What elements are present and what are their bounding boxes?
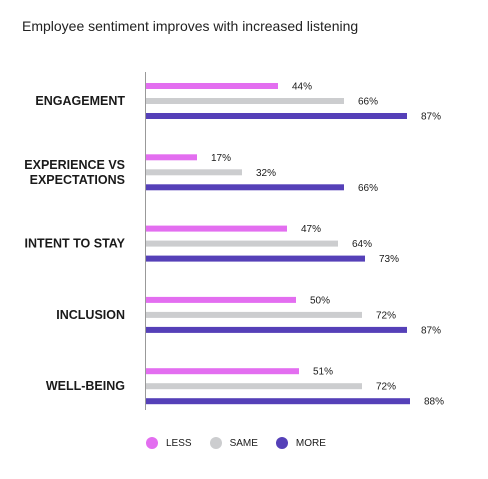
- bar-more: [146, 326, 407, 333]
- bar-more: [146, 255, 365, 262]
- bar-same: [146, 98, 344, 104]
- value-label: 44%: [292, 82, 312, 93]
- legend: LESS SAME MORE: [146, 437, 326, 449]
- value-label: 17%: [211, 153, 231, 164]
- category-label: INCLUSION: [56, 308, 125, 322]
- bar-less: [146, 368, 299, 375]
- value-label: 72%: [376, 310, 396, 321]
- category-label: INTENT TO STAY: [25, 237, 126, 251]
- category-label: ENGAGEMENT: [35, 94, 125, 108]
- bar-less: [146, 83, 278, 89]
- bar-less: [146, 225, 287, 232]
- value-label: 47%: [301, 224, 321, 235]
- value-label: 32%: [256, 168, 276, 179]
- bar-more: [146, 113, 407, 119]
- value-label: 88%: [424, 397, 444, 408]
- bar-more: [146, 398, 410, 405]
- bar-same: [146, 240, 338, 247]
- legend-swatch-more: [275, 437, 288, 449]
- legend-item-more: MORE: [275, 437, 326, 449]
- legend-swatch-less: [146, 437, 158, 449]
- value-label: 50%: [310, 295, 330, 306]
- bar-less: [146, 296, 296, 303]
- value-label: 73%: [379, 254, 399, 265]
- category-labels: ENGAGEMENT EXPERIENCE VS EXPECTATIONS INTEN…: [24, 94, 125, 393]
- bar-same: [146, 169, 242, 176]
- value-label: 87%: [421, 325, 441, 336]
- legend-label-more: MORE: [295, 437, 326, 449]
- value-label: 87%: [421, 112, 441, 123]
- bar-more: [146, 184, 344, 191]
- bar-same: [146, 383, 362, 390]
- value-label: 66%: [358, 183, 378, 194]
- value-label: 66%: [358, 97, 378, 108]
- chart-title: Employee sentiment improves with increas…: [22, 18, 359, 34]
- bar-less: [146, 154, 197, 161]
- legend-label-same: SAME: [229, 437, 258, 449]
- legend-item-less: LESS: [146, 437, 192, 449]
- value-label: 51%: [313, 367, 333, 378]
- category-label: WELL-BEING: [46, 379, 125, 393]
- bars: [146, 83, 410, 405]
- legend-swatch-same: [209, 437, 222, 449]
- value-label: 64%: [352, 239, 372, 250]
- bar-same: [146, 311, 362, 318]
- legend-label-less: LESS: [166, 437, 192, 449]
- value-label: 72%: [376, 382, 396, 393]
- category-label: EXPERIENCE VS EXPECTATIONS: [24, 158, 125, 187]
- legend-item-same: SAME: [209, 437, 258, 449]
- value-labels: 44% 66% 87% 17% 32% 66% 47% 64% 73% 50% 72% 87% 51% 7…: [211, 82, 444, 408]
